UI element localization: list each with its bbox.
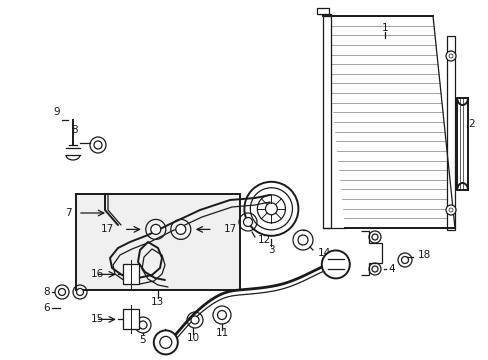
Circle shape [243,217,252,226]
Text: 1: 1 [381,23,387,33]
Circle shape [160,336,171,348]
Circle shape [445,51,455,61]
Text: 17: 17 [101,224,114,234]
Text: 7: 7 [65,208,72,218]
Text: 14: 14 [317,248,330,258]
Circle shape [448,208,452,212]
Circle shape [371,234,377,240]
Text: 5: 5 [140,335,146,345]
Text: 11: 11 [215,328,228,338]
Bar [456,98,467,190]
Circle shape [94,141,102,149]
Text: 8: 8 [43,287,50,297]
Bar [323,16,330,228]
Circle shape [59,288,65,296]
Text: 6: 6 [43,303,50,313]
Circle shape [139,321,147,329]
Circle shape [448,54,452,58]
Text: 8: 8 [71,125,78,135]
Circle shape [217,310,226,320]
Circle shape [191,316,199,324]
Circle shape [244,182,298,236]
Text: 16: 16 [90,269,103,279]
Text: 3: 3 [267,245,274,255]
Text: 10: 10 [186,333,199,343]
Text: 13: 13 [151,297,164,307]
Bar [316,8,328,14]
Circle shape [150,224,161,234]
Circle shape [321,251,349,278]
Circle shape [297,235,307,245]
Bar [76,194,239,290]
Bar [122,264,139,284]
Bar [122,309,139,329]
Circle shape [154,330,178,354]
Text: 15: 15 [90,314,103,324]
Circle shape [76,288,83,296]
Text: 6: 6 [162,333,168,343]
Circle shape [445,205,455,215]
Circle shape [175,224,185,234]
Bar [446,36,454,230]
Text: 17: 17 [224,224,237,234]
Text: 4: 4 [387,264,394,274]
Text: 12: 12 [258,235,271,245]
Circle shape [265,203,277,215]
Circle shape [371,266,377,272]
Text: 18: 18 [417,250,430,260]
Circle shape [401,256,407,264]
Text: 9: 9 [53,107,60,117]
Text: 2: 2 [468,119,474,129]
